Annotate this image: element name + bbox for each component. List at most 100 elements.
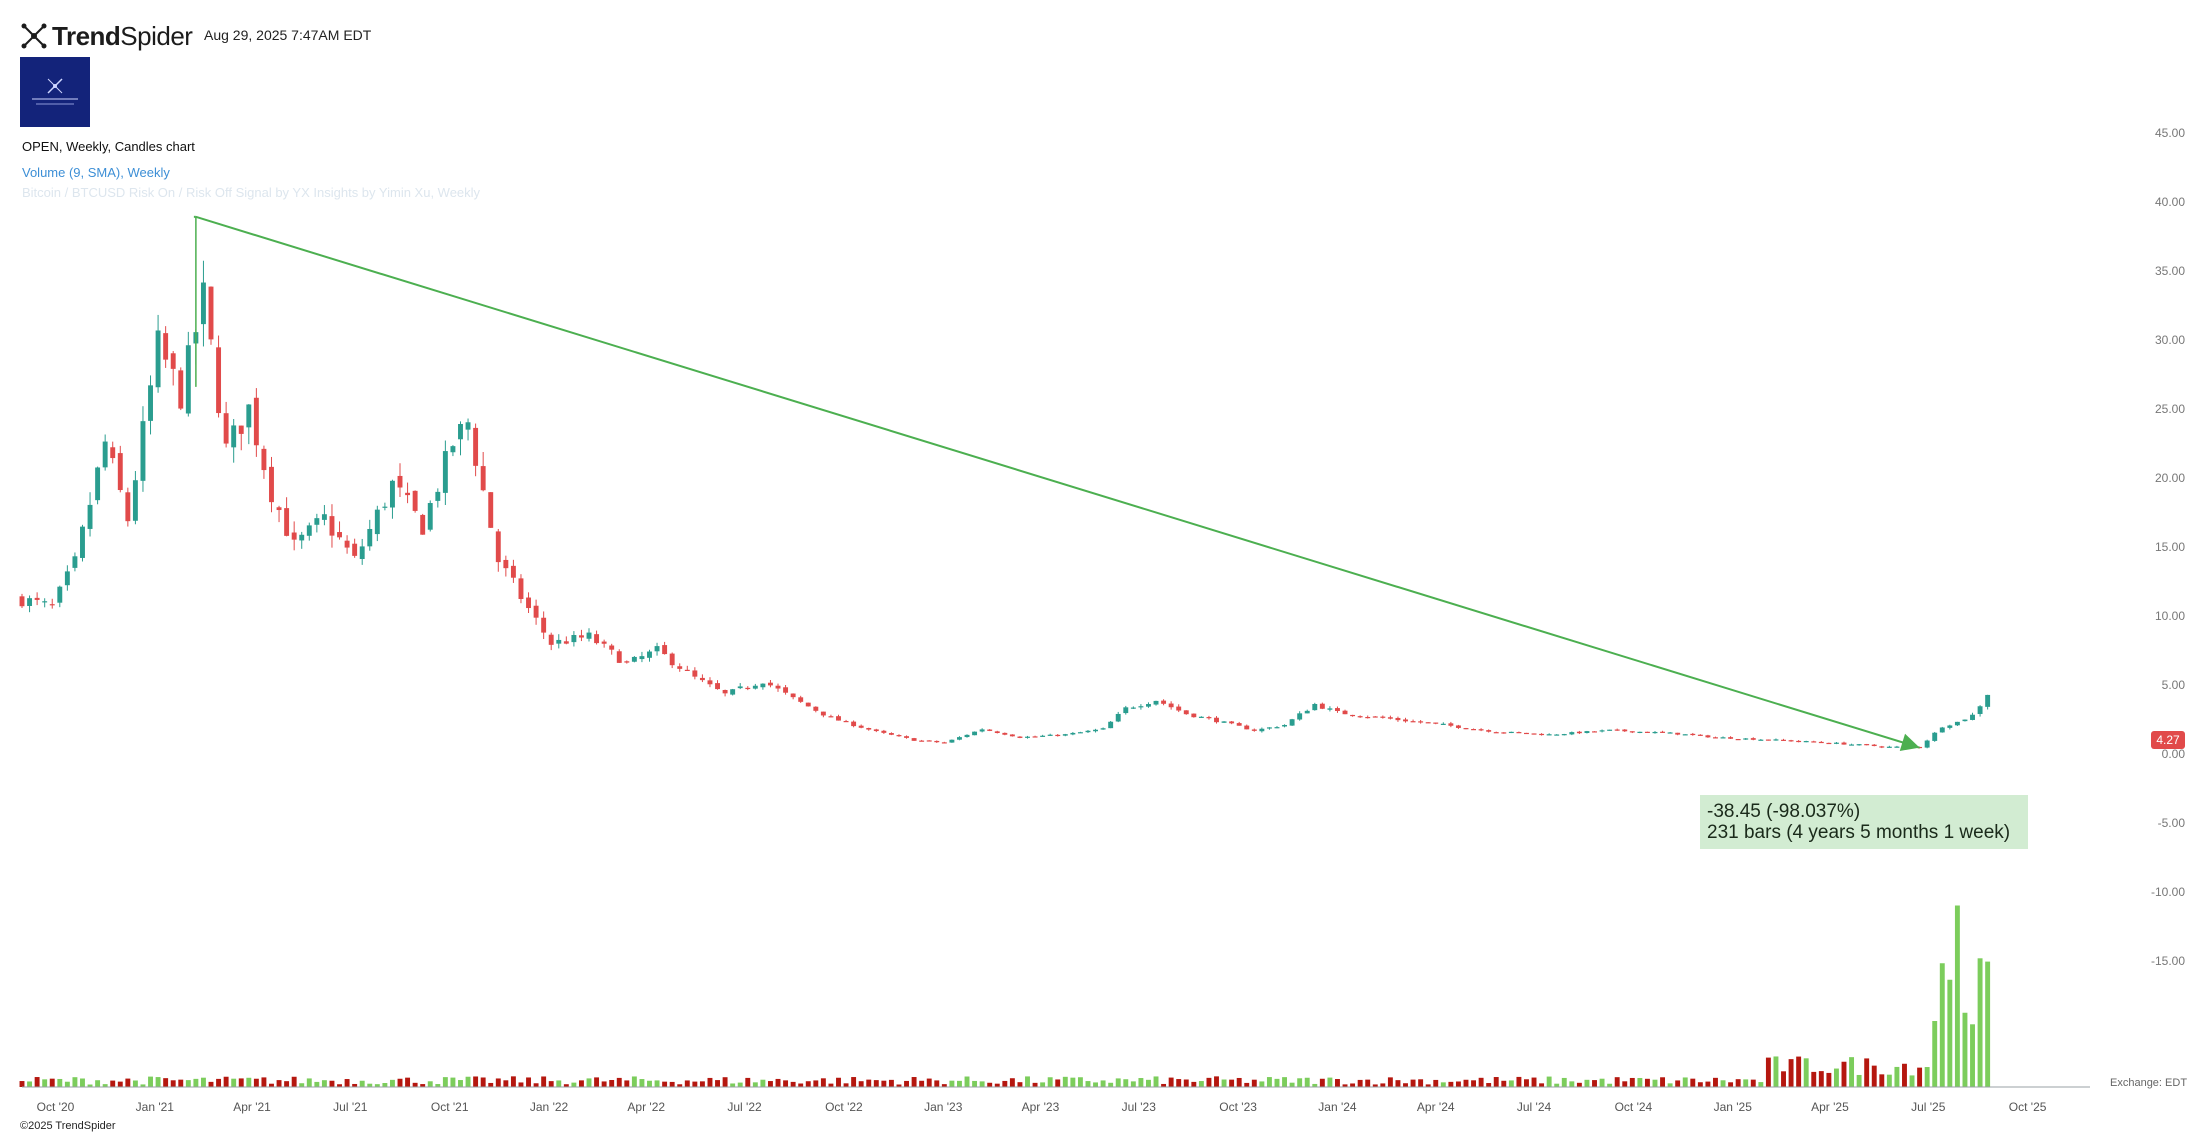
volume-bar — [828, 1083, 834, 1087]
volume-bar — [64, 1081, 70, 1087]
volume-bar — [586, 1078, 592, 1087]
candle — [866, 727, 872, 731]
volume-bar — [813, 1080, 819, 1087]
volume-bar — [707, 1077, 713, 1087]
volume-bar — [1758, 1082, 1764, 1087]
volume-bar — [1395, 1080, 1401, 1087]
candle — [1297, 711, 1303, 721]
volume-bar — [49, 1078, 55, 1087]
volume-bar — [972, 1080, 978, 1087]
volume-bar — [578, 1080, 584, 1087]
volume-bar — [1161, 1083, 1167, 1087]
candle — [1282, 724, 1288, 728]
volume-bar — [442, 1077, 448, 1087]
volume-bar — [873, 1080, 879, 1087]
candle — [1675, 732, 1681, 736]
candle — [42, 598, 48, 608]
volume-bar — [1924, 1067, 1930, 1087]
candle — [1713, 736, 1718, 739]
volume-bar — [125, 1078, 131, 1087]
volume-bar — [110, 1080, 116, 1087]
volume-bar — [1962, 1012, 1968, 1087]
candle — [1206, 715, 1212, 720]
candle — [1002, 732, 1008, 736]
candle — [783, 684, 789, 695]
volume-bar — [1977, 958, 1983, 1087]
candle — [972, 731, 978, 736]
volume-bar — [911, 1077, 917, 1087]
candle — [442, 440, 448, 506]
candle — [1735, 738, 1741, 741]
candle — [200, 260, 206, 347]
x-tick-label: Jul '25 — [1911, 1100, 1946, 1114]
x-tick-label: Jul '22 — [727, 1100, 762, 1114]
volume-bar — [760, 1079, 766, 1087]
candle — [1985, 694, 1991, 710]
volume-bar — [1886, 1074, 1892, 1087]
volume-bar — [1856, 1074, 1862, 1087]
trendline[interactable] — [193, 215, 1920, 751]
volume-bar — [155, 1077, 161, 1087]
candle — [1093, 728, 1098, 733]
volume-bar — [1342, 1084, 1348, 1087]
volume-bars — [19, 905, 2090, 1088]
volume-bar — [919, 1080, 925, 1087]
volume-bar — [1894, 1066, 1900, 1087]
volume-bar — [1130, 1081, 1136, 1087]
volume-bar — [1796, 1056, 1802, 1087]
volume-bar — [102, 1084, 108, 1087]
volume-bar — [435, 1084, 441, 1087]
trendline-segment[interactable] — [195, 215, 1920, 749]
volume-bar — [1312, 1083, 1318, 1087]
candle — [503, 555, 509, 577]
chart-legend-volume[interactable]: Volume (9, SMA), Weekly — [22, 165, 170, 180]
candle — [737, 683, 743, 690]
candle — [798, 695, 804, 703]
volume-bar — [1251, 1079, 1257, 1087]
candle — [1387, 715, 1393, 720]
candle — [231, 419, 237, 463]
candle — [337, 521, 342, 540]
candle — [1576, 730, 1582, 735]
candle — [1304, 709, 1310, 714]
candle — [1796, 740, 1802, 743]
volume-bar — [374, 1084, 380, 1087]
measure-change: -38.45 (-98.037%) — [1707, 801, 1861, 822]
volume-bar — [1463, 1079, 1469, 1087]
y-tick-label: 10.00 — [2154, 608, 2185, 623]
candle — [949, 739, 955, 743]
volume-bar — [148, 1076, 153, 1087]
volume-bar — [669, 1081, 675, 1087]
x-tick-label: Oct '22 — [825, 1100, 863, 1114]
volume-bar — [117, 1081, 123, 1087]
volume-bar — [1115, 1078, 1121, 1087]
candle — [1274, 726, 1280, 729]
chart-timestamp: Aug 29, 2025 7:47AM EDT — [204, 27, 372, 43]
candle — [1138, 704, 1144, 710]
volume-bar — [964, 1076, 970, 1087]
volume-bar — [1062, 1076, 1068, 1087]
candle — [1025, 735, 1030, 739]
x-tick-label: Apr '22 — [627, 1100, 666, 1114]
volume-bar — [730, 1083, 736, 1087]
candle — [1425, 722, 1431, 724]
y-tick-label: 40.00 — [2154, 194, 2185, 209]
volume-bar — [1546, 1076, 1552, 1087]
volume-bar — [556, 1080, 562, 1087]
volume-bar — [1713, 1077, 1718, 1087]
volume-bar — [1418, 1079, 1424, 1087]
volume-bar — [737, 1082, 743, 1087]
volume-bar — [246, 1077, 252, 1087]
chart-legend-indicator[interactable]: Bitcoin / BTCUSD Risk On / Risk Off Sign… — [22, 185, 481, 200]
candle — [427, 500, 433, 532]
candle — [1833, 742, 1839, 745]
candle — [1327, 706, 1333, 712]
candle — [1266, 727, 1272, 730]
volume-bar — [1947, 979, 1953, 1087]
candle — [216, 335, 222, 418]
candle — [1750, 737, 1756, 741]
candle — [389, 479, 395, 519]
candle — [851, 720, 857, 728]
candle — [1720, 736, 1726, 739]
